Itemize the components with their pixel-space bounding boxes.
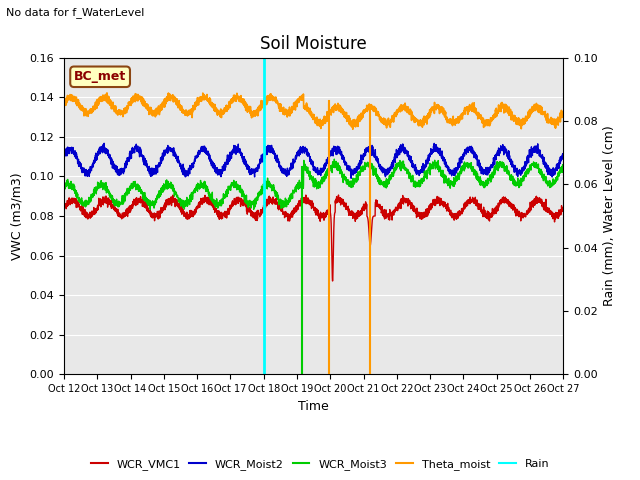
Y-axis label: Rain (mm), Water Level (cm): Rain (mm), Water Level (cm) (604, 126, 616, 306)
Title: Soil Moisture: Soil Moisture (260, 35, 367, 53)
Text: BC_met: BC_met (74, 70, 126, 83)
Y-axis label: VWC (m3/m3): VWC (m3/m3) (11, 172, 24, 260)
Legend: WCR_VMC1, WCR_Moist2, WCR_Moist3, Theta_moist, Rain: WCR_VMC1, WCR_Moist2, WCR_Moist3, Theta_… (86, 455, 554, 474)
X-axis label: Time: Time (298, 400, 329, 413)
Text: No data for f_WaterLevel: No data for f_WaterLevel (6, 7, 145, 18)
